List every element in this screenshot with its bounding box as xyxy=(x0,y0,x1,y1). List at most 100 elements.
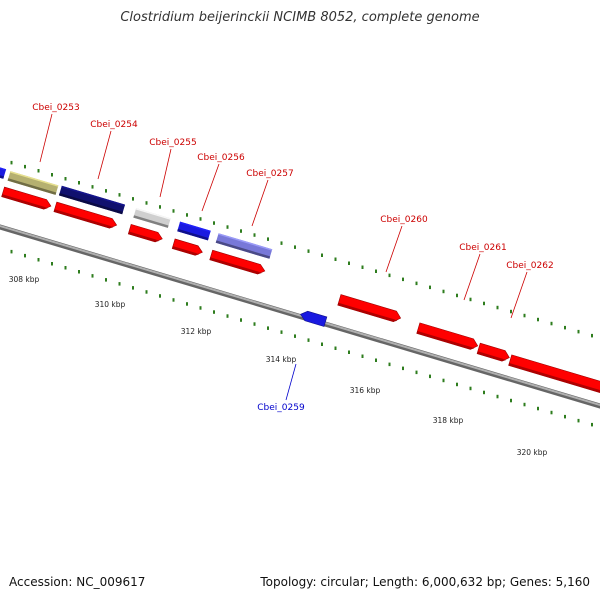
tick-label: 308 kbp xyxy=(9,275,40,284)
cbei-0260-callout-line xyxy=(385,225,403,273)
tick-dot xyxy=(91,185,94,189)
cbei-0262-callout-line xyxy=(510,271,528,319)
tick-dot xyxy=(145,201,148,205)
tick-dot xyxy=(64,177,67,181)
accession-text: Accession: NC_009617 xyxy=(9,575,146,589)
gene-cbei-0254 xyxy=(58,185,126,215)
tick-dot xyxy=(510,309,512,314)
tick-dot xyxy=(469,297,472,302)
cbei-0256-label: Cbei_0256 xyxy=(197,153,245,163)
gene-cbei-0257-body xyxy=(215,233,273,259)
gene-cbei-0261 xyxy=(416,322,479,350)
cds-feature xyxy=(171,238,203,256)
tick-dot xyxy=(51,173,53,177)
cds-feature-shadow xyxy=(172,246,200,256)
tick-dot xyxy=(145,290,148,294)
tick-dot xyxy=(159,205,161,209)
tick-dot xyxy=(280,330,283,334)
tick-dot xyxy=(186,302,188,306)
tick-dot xyxy=(456,293,458,298)
tick-dot xyxy=(523,313,526,318)
tick-dot xyxy=(105,189,107,193)
gene-cbei-0259-body xyxy=(300,310,328,327)
tick-dot xyxy=(348,261,350,265)
tick-dot xyxy=(213,310,215,314)
gene-cbei-0262-body xyxy=(508,354,600,394)
cbei-0253-label: Cbei_0253 xyxy=(32,103,79,113)
tick-dot xyxy=(361,354,364,358)
tick-dot xyxy=(550,321,553,326)
tick-dot xyxy=(577,329,580,334)
tick-dot xyxy=(496,305,499,310)
gene-cbei-0253-shadow xyxy=(7,178,57,195)
cbei-0262-label: Cbei_0262 xyxy=(506,261,553,271)
cbei-0261-label: Cbei_0261 xyxy=(459,243,506,253)
cds-feature xyxy=(127,223,163,243)
tick-dot xyxy=(402,366,404,371)
tick-dot xyxy=(564,325,566,330)
cbei-0255-callout-line xyxy=(159,148,172,198)
tick-dot xyxy=(510,398,512,403)
tick-dot xyxy=(24,164,26,169)
tick-dot xyxy=(172,209,175,213)
gene-cbei-0259 xyxy=(300,310,328,327)
cbei-0259-label: Cbei_0259 xyxy=(257,403,305,413)
tick-dot xyxy=(388,273,391,278)
outer-tick-dots xyxy=(10,160,593,338)
tick-dot xyxy=(37,258,40,262)
gene-cbei-0256-shine xyxy=(179,221,211,233)
gene-cbei-0255-shadow xyxy=(133,215,169,228)
gene-cbei-0253 xyxy=(7,171,59,195)
gene-callouts: Cbei_0253Cbei_0254Cbei_0255Cbei_0256Cbei… xyxy=(32,103,553,413)
tick-dot xyxy=(307,338,310,342)
cbei-0254-label: Cbei_0254 xyxy=(90,120,138,130)
tick-dot xyxy=(483,390,485,395)
tick-dot xyxy=(415,281,418,286)
tick-dot xyxy=(415,370,418,375)
backbone-highlight xyxy=(0,224,600,407)
tick-dot xyxy=(429,374,431,379)
tick-dot xyxy=(24,253,26,258)
tick-dot xyxy=(199,217,202,221)
cds-feature-shadow xyxy=(1,194,48,210)
tick-dot xyxy=(321,342,323,346)
tick-dot xyxy=(118,193,121,197)
tick-dot xyxy=(375,269,377,273)
tick-dot xyxy=(280,241,283,245)
tick-dot xyxy=(253,233,256,237)
tick-dot xyxy=(361,265,364,269)
gene-cbei-0257-shine xyxy=(218,233,273,251)
tick-label: 310 kbp xyxy=(95,300,126,309)
gene-cbei-0257 xyxy=(215,233,273,259)
tick-dot xyxy=(199,306,202,310)
cds-feature xyxy=(53,201,118,229)
tick-dot xyxy=(429,285,431,290)
tick-dot xyxy=(226,314,229,318)
tick-label: 320 kbp xyxy=(517,448,548,457)
tick-dot xyxy=(172,298,175,302)
tick-dot xyxy=(388,362,391,367)
gene-cbei-0254-shine xyxy=(61,185,126,207)
tick-dot xyxy=(483,301,485,306)
tick-dot xyxy=(10,249,13,254)
tick-dot xyxy=(550,410,553,415)
cbei-0253-callout-line xyxy=(39,113,53,163)
gene-cbei-0261-shadow xyxy=(416,331,475,350)
tick-dot xyxy=(213,221,215,225)
tick-dot xyxy=(334,346,337,350)
cds-feature-body xyxy=(53,201,118,229)
inner-tick-dots xyxy=(10,249,593,427)
cds-feature xyxy=(476,342,510,362)
tick-dot xyxy=(64,266,67,270)
gene-features xyxy=(0,165,600,394)
tick-label: 318 kbp xyxy=(433,416,464,425)
tick-dot xyxy=(496,394,499,399)
tick-dot xyxy=(91,274,94,278)
tick-dot xyxy=(321,253,323,257)
cds-feature-shadow xyxy=(209,257,262,275)
gene-cbei-0254-shadow xyxy=(58,192,123,215)
tick-dot xyxy=(118,282,121,286)
gene-cbei-0256-body xyxy=(177,221,211,241)
gene-cbei-0255 xyxy=(133,208,171,228)
